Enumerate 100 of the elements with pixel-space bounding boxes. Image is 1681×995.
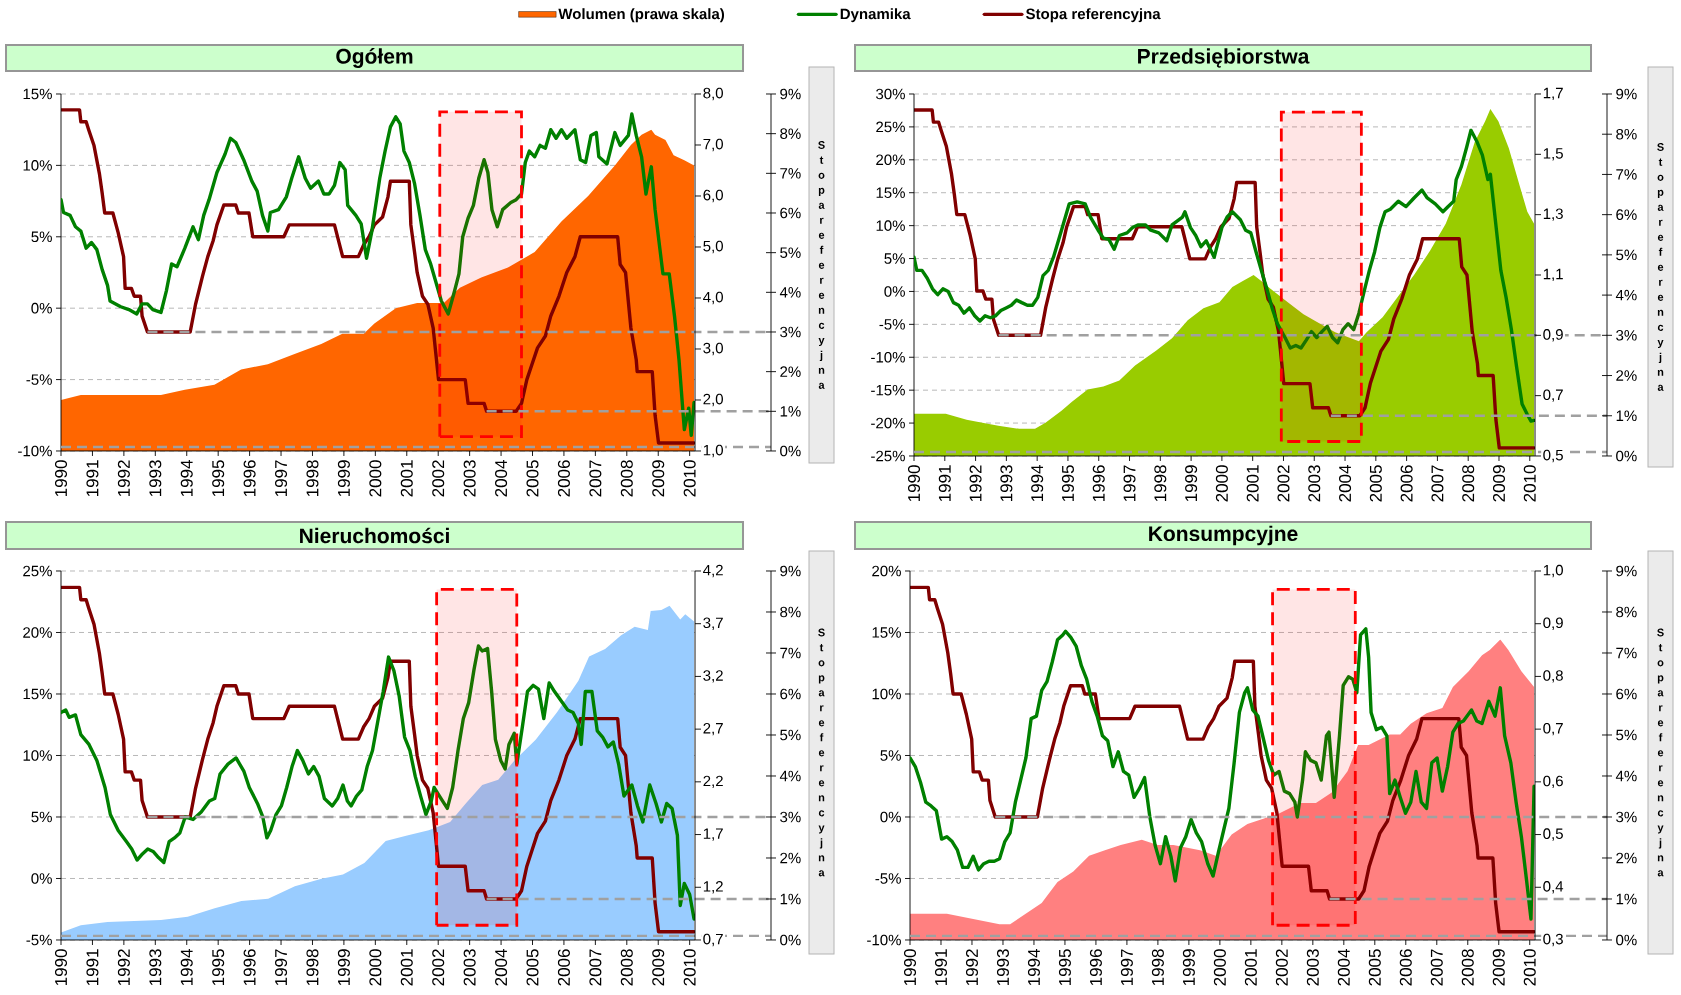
x-tick-label: 2008 (1462, 465, 1475, 502)
legend-label: Dynamika (840, 8, 911, 23)
x-tick-label: 1998 (1154, 465, 1167, 502)
x-tick-label: 2007 (589, 949, 602, 986)
y3-tick-label: 8% (1616, 128, 1637, 140)
x-tick-label: 2003 (1308, 465, 1321, 502)
text: Stopa referencyjna (1657, 628, 1664, 877)
y2-tick-label: 0,3 (1543, 933, 1563, 947)
y2-tick-label: 6,0 (703, 189, 723, 203)
legend-label: Wolumen (prawa skala) (558, 8, 725, 23)
x-tick-label: 2006 (1400, 465, 1413, 502)
y3-tick-label: 9% (1616, 88, 1637, 100)
x-tick-label: 1992 (117, 460, 130, 497)
legend-label: Stopa referencyjna (1026, 8, 1161, 23)
y-tick-label: 25% (876, 121, 905, 133)
y-tick-label: 5% (884, 253, 905, 264)
chart-title: Nieruchomości (300, 527, 449, 544)
y3-tick-label: 2% (1616, 370, 1637, 381)
y3-tick-label: 5% (780, 729, 801, 741)
x-tick-label: 2008 (1461, 949, 1474, 986)
y2-tick-label: 0,9 (1543, 617, 1563, 630)
y3-tick-label: 2% (780, 852, 801, 864)
y-tick-label: 0% (31, 873, 52, 884)
y2-tick-label: 0,8 (1543, 670, 1563, 683)
y-tick-label: -15% (871, 384, 905, 396)
x-tick-label: 2003 (1306, 949, 1319, 986)
x-tick-label: 2002 (1275, 949, 1288, 986)
y2-tick-label: 0,7 (703, 933, 723, 947)
x-tick-label: 1999 (1182, 949, 1195, 986)
x-tick-label: 1995 (212, 460, 225, 497)
y3-tick-label: 2% (780, 366, 801, 377)
x-tick-label: 1990 (54, 460, 68, 497)
x-tick-label: 2001 (1246, 465, 1259, 502)
y2-tick-label: 2,7 (703, 722, 723, 736)
x-tick-label: 2002 (1277, 465, 1290, 502)
x-tick-label: 1993 (996, 949, 1009, 986)
y-tick-label: 10% (23, 160, 52, 171)
y3-tick-label: 1% (1616, 410, 1637, 422)
x-tick-label: 1994 (180, 460, 193, 497)
y2-tick-label: 0,6 (1543, 775, 1563, 789)
y2-tick-label: 4,2 (703, 564, 723, 578)
x-tick-label: 2009 (652, 949, 665, 986)
x-tick-label: 1996 (243, 460, 256, 497)
y2-tick-label: 8,0 (703, 87, 723, 101)
y2-tick-label: 0,5 (1543, 828, 1563, 841)
x-tick-label: 1997 (1120, 949, 1133, 986)
y-tick-label: -20% (871, 417, 905, 429)
y-tick-label: 5% (31, 811, 52, 823)
y-tick-label: -5% (879, 319, 905, 330)
x-tick-label: 1998 (306, 460, 319, 497)
y3-tick-label: 0% (1616, 450, 1637, 462)
y-tick-label: 15% (872, 627, 901, 638)
y3-tick-label: 4% (779, 770, 801, 782)
x-tick-label: 1992 (965, 949, 979, 986)
x-tick-label: 1991 (86, 949, 99, 986)
y2-tick-label: 3,7 (703, 617, 723, 630)
y2-tick-label: 4,0 (703, 291, 723, 305)
x-tick-label: 1999 (1185, 465, 1198, 502)
y2-tick-label: 1,7 (1543, 87, 1563, 101)
y3-tick-label: 4% (1615, 770, 1637, 782)
x-tick-label: 1990 (54, 949, 68, 986)
y-tick-label: 15% (23, 88, 52, 100)
x-tick-label: 2009 (1492, 465, 1506, 502)
x-tick-label: 2010 (1523, 949, 1536, 986)
y-tick-label: 10% (876, 220, 905, 231)
x-tick-label: 1998 (1151, 949, 1164, 986)
x-tick-label: 2005 (526, 949, 539, 986)
x-tick-label: 1992 (969, 465, 982, 502)
y-tick-label: -5% (875, 873, 901, 884)
text: Stopa referencyjna (1657, 143, 1664, 391)
y3-tick-label: 4% (1615, 289, 1637, 301)
y3-tick-label: 6% (780, 207, 801, 219)
x-tick-label: 1991 (934, 949, 948, 986)
y-tick-label: 0% (880, 811, 901, 823)
text: Stopa referencyjna (818, 141, 825, 389)
y3-tick-label: 9% (780, 565, 801, 577)
x-tick-label: 1999 (337, 460, 350, 497)
y2-tick-label: 0,7 (1543, 722, 1563, 736)
y-tick-label: 15% (23, 688, 52, 700)
x-tick-label: 2001 (1244, 949, 1257, 986)
x-tick-label: 1993 (149, 949, 162, 986)
y3-tick-label: 1% (1616, 893, 1637, 905)
y3-tick-label: 5% (1616, 729, 1637, 741)
x-tick-label: 2003 (463, 460, 476, 497)
y3-tick-label: 0% (1616, 934, 1637, 946)
y-tick-label: 5% (31, 231, 52, 243)
x-tick-label: 1992 (117, 949, 130, 986)
x-tick-label: 1991 (938, 465, 951, 502)
x-tick-label: 2007 (589, 460, 602, 497)
y3-tick-label: 7% (1616, 169, 1637, 180)
y2-tick-label: 1,2 (703, 881, 723, 894)
y-tick-label: 25% (23, 565, 52, 577)
x-tick-label: 2004 (1337, 949, 1350, 986)
y3-tick-label: 6% (1616, 209, 1637, 220)
x-tick-label: 1997 (275, 460, 288, 497)
y2-tick-label: 3,2 (703, 670, 723, 683)
x-tick-label: 1994 (180, 949, 193, 986)
y-tick-label: -10% (18, 445, 52, 457)
y-tick-label: 10% (872, 688, 901, 700)
x-tick-label: 1996 (243, 949, 256, 986)
